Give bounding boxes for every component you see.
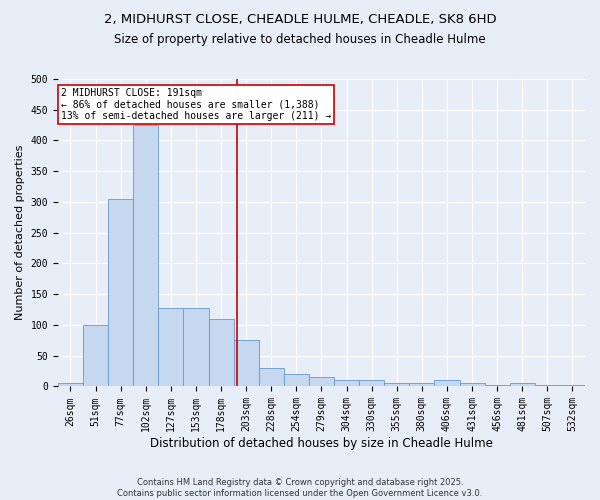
- Bar: [209, 319, 233, 386]
- Bar: [184, 308, 209, 386]
- Text: 2 MIDHURST CLOSE: 191sqm
← 86% of detached houses are smaller (1,388)
13% of sem: 2 MIDHURST CLOSE: 191sqm ← 86% of detach…: [61, 88, 331, 122]
- Text: Size of property relative to detached houses in Cheadle Hulme: Size of property relative to detached ho…: [114, 32, 486, 46]
- Bar: [158, 308, 184, 386]
- Bar: [133, 125, 158, 386]
- Bar: [434, 380, 460, 386]
- Y-axis label: Number of detached properties: Number of detached properties: [15, 145, 25, 320]
- Bar: [384, 384, 409, 386]
- Bar: [359, 380, 384, 386]
- Bar: [560, 385, 585, 386]
- Bar: [460, 384, 485, 386]
- Bar: [83, 325, 108, 386]
- Bar: [485, 385, 510, 386]
- Bar: [334, 380, 359, 386]
- Bar: [409, 384, 434, 386]
- Bar: [309, 377, 334, 386]
- Bar: [510, 384, 535, 386]
- Bar: [108, 199, 133, 386]
- Bar: [535, 385, 560, 386]
- Bar: [284, 374, 309, 386]
- Bar: [259, 368, 284, 386]
- Text: 2, MIDHURST CLOSE, CHEADLE HULME, CHEADLE, SK8 6HD: 2, MIDHURST CLOSE, CHEADLE HULME, CHEADL…: [104, 12, 496, 26]
- Bar: [233, 340, 259, 386]
- X-axis label: Distribution of detached houses by size in Cheadle Hulme: Distribution of detached houses by size …: [150, 437, 493, 450]
- Text: Contains HM Land Registry data © Crown copyright and database right 2025.
Contai: Contains HM Land Registry data © Crown c…: [118, 478, 482, 498]
- Bar: [58, 384, 83, 386]
